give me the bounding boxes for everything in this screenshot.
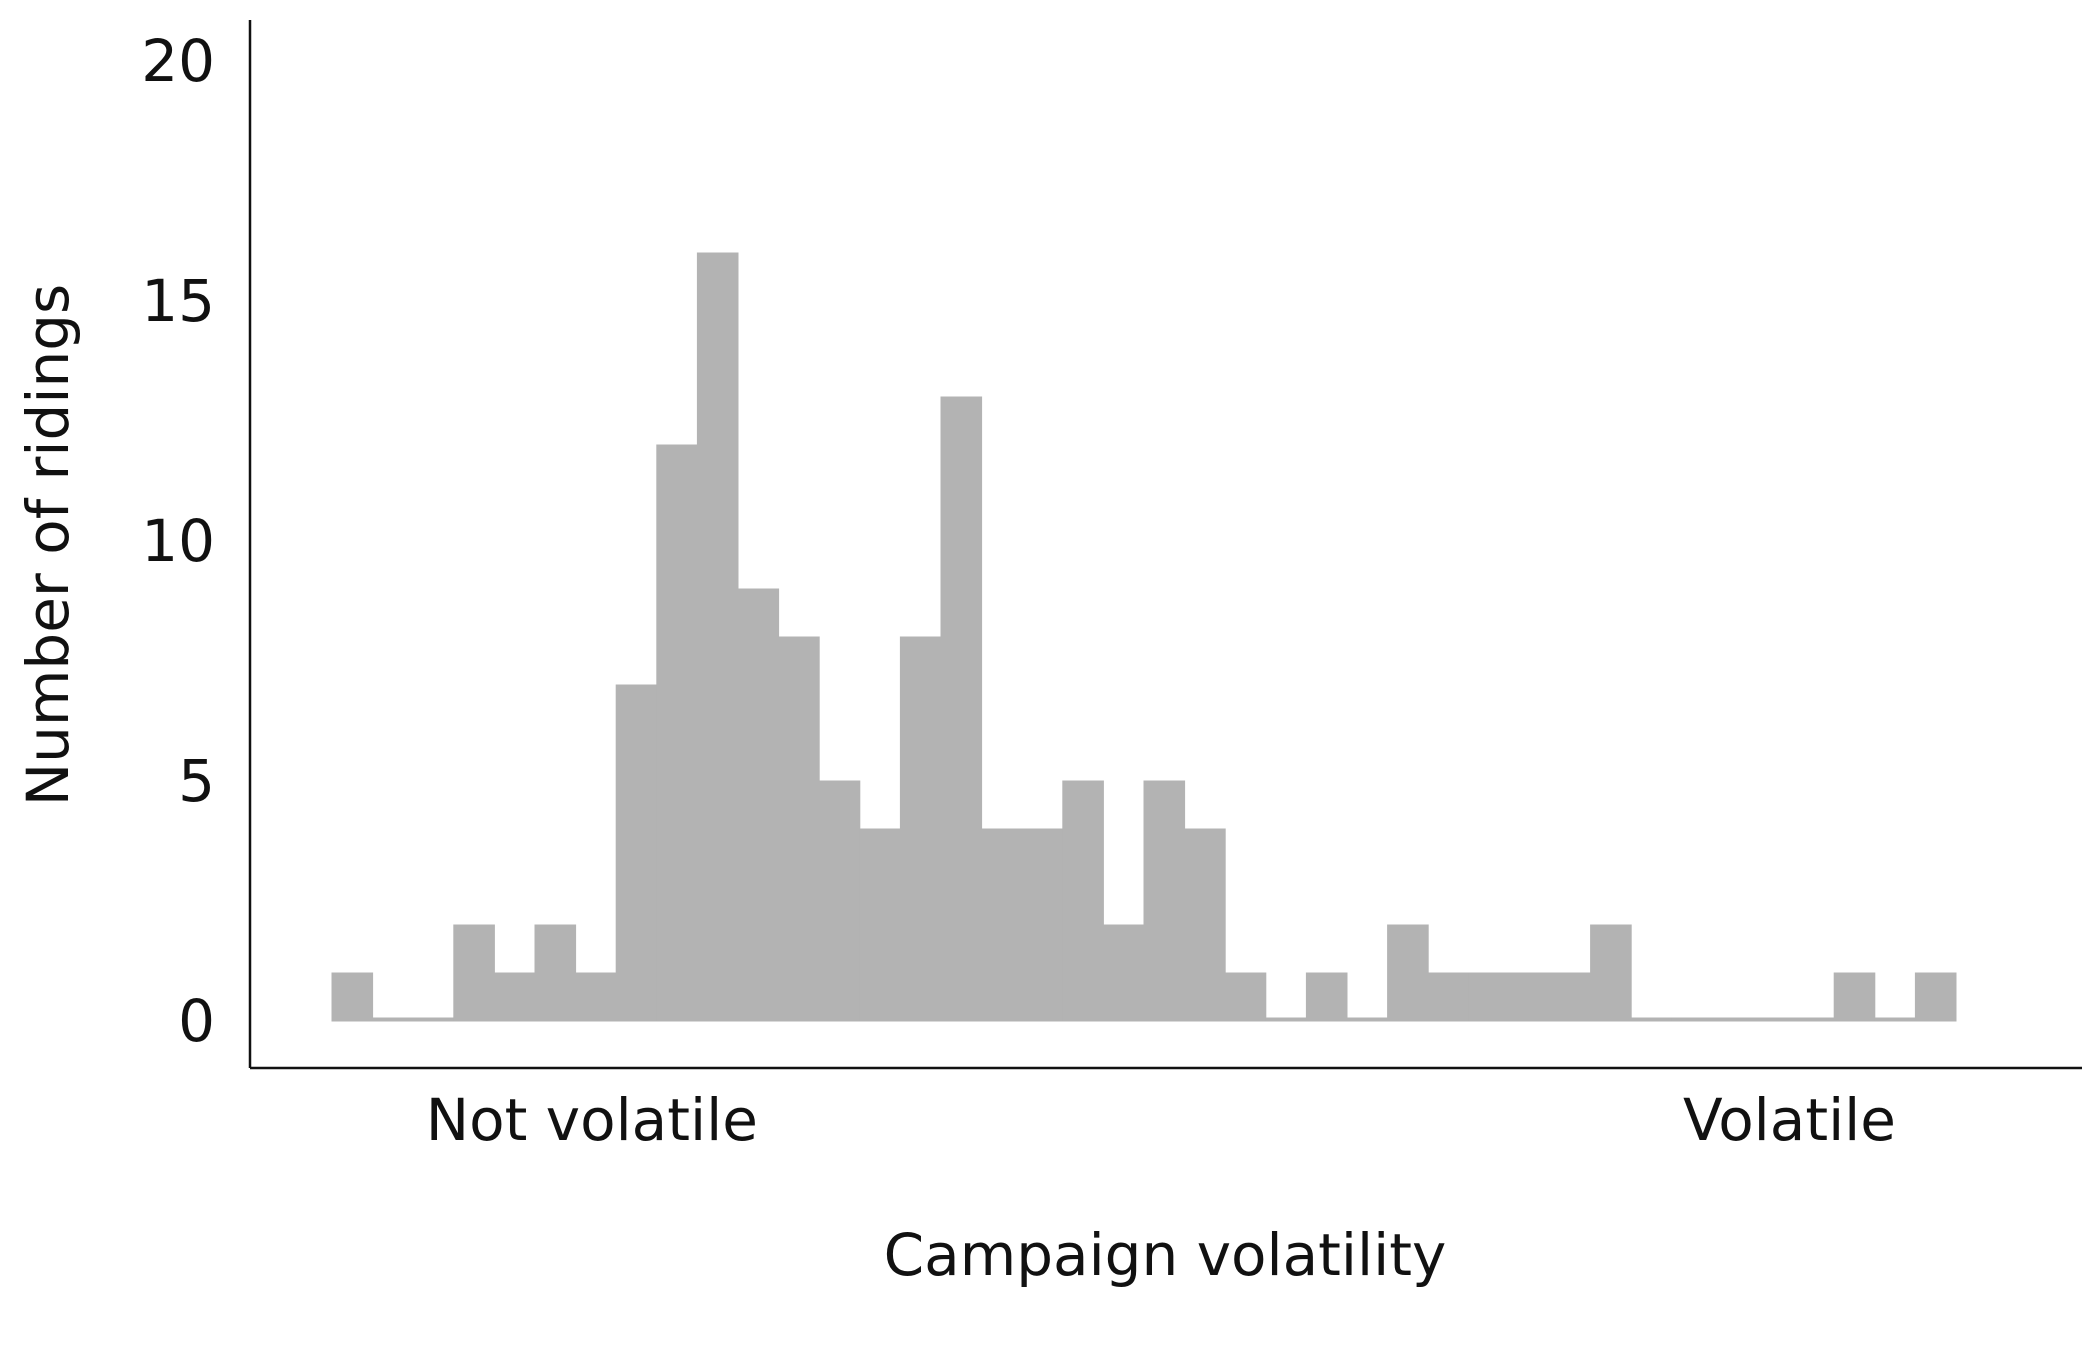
histogram-bar	[1184, 828, 1226, 1022]
histogram-bars	[331, 252, 1957, 1022]
histogram-bar	[331, 972, 374, 1022]
x-tick-label: Not volatile	[426, 1086, 758, 1154]
y-tick-label: 20	[141, 27, 215, 95]
x-tick-label: Volatile	[1683, 1086, 1896, 1154]
histogram-bar	[1062, 780, 1104, 1022]
histogram-bar	[1346, 1017, 1389, 1022]
histogram-bar	[1752, 1017, 1795, 1022]
histogram-bar	[1711, 1017, 1754, 1022]
histogram-bar	[1630, 1017, 1673, 1022]
histogram-bar	[1468, 972, 1510, 1022]
histogram-bar	[1671, 1017, 1713, 1022]
histogram-bar	[575, 972, 617, 1022]
histogram-bar	[1224, 972, 1267, 1022]
y-tick-label: 10	[141, 507, 215, 575]
x-axis-title: Campaign volatility	[884, 1221, 1447, 1289]
histogram-bar	[1021, 828, 1064, 1022]
histogram-bar	[1914, 972, 1957, 1022]
histogram-bar	[981, 828, 1023, 1022]
y-tick-label: 5	[178, 747, 215, 815]
histogram-bar	[1102, 924, 1145, 1022]
histogram-bar	[737, 588, 780, 1022]
histogram-bar	[1508, 972, 1551, 1022]
histogram-bar	[1143, 780, 1186, 1022]
y-axis-ticks: 0 5 10 15 20	[141, 27, 215, 1055]
histogram-bar	[1427, 972, 1470, 1022]
y-tick-label: 0	[178, 987, 215, 1055]
histogram-bar	[1590, 924, 1632, 1022]
histogram-bar	[1793, 1017, 1835, 1022]
histogram-bar	[899, 636, 942, 1022]
histogram-bar	[656, 444, 698, 1022]
histogram-bar	[1874, 1017, 1916, 1022]
histogram-bar	[1387, 924, 1429, 1022]
histogram-bar	[859, 828, 901, 1022]
y-axis-title: Number of ridings	[14, 284, 82, 806]
x-axis-tick-labels: Not volatile Volatile	[426, 1086, 1896, 1154]
histogram-bar	[1305, 972, 1348, 1022]
histogram-bar	[493, 972, 536, 1022]
histogram-bar	[778, 636, 820, 1022]
histogram-bar	[696, 252, 739, 1022]
histogram-bar	[1549, 972, 1592, 1022]
histogram-bar	[818, 780, 861, 1022]
histogram-bar	[1265, 1017, 1307, 1022]
y-tick-label: 15	[141, 267, 215, 335]
histogram-bar	[615, 684, 658, 1022]
histogram-bar	[1833, 972, 1876, 1022]
histogram-bar	[372, 1017, 414, 1022]
histogram-bar	[412, 1017, 455, 1022]
histogram-bar	[453, 924, 495, 1022]
histogram-bar	[940, 396, 983, 1022]
histogram-bar	[534, 924, 577, 1022]
